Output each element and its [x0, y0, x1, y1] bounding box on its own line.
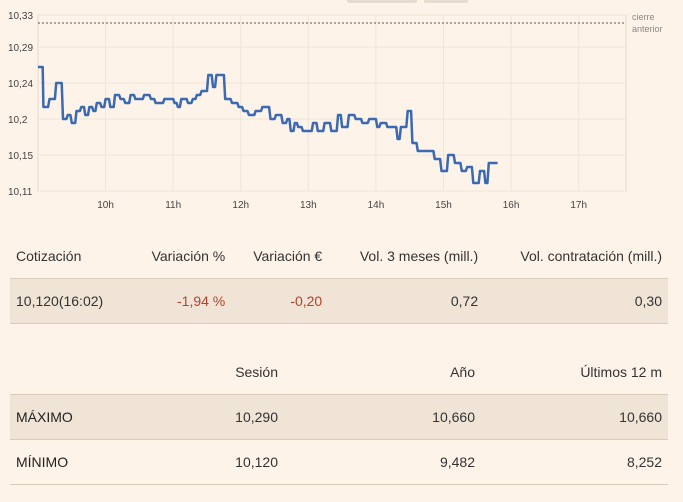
row-maximo: MÁXIMO 10,290 10,660 10,660 — [10, 394, 668, 440]
quote-header-row: Cotización Variación % Variación € Vol. … — [10, 234, 668, 279]
value-variacion-pct: -1,94 % — [128, 278, 232, 324]
header-vol-3-meses: Vol. 3 meses (mill.) — [328, 234, 485, 279]
y-tick-label: 10,11 — [8, 187, 33, 198]
x-tick-label: 14h — [368, 200, 385, 211]
value-variacion-eur: -0,20 — [231, 278, 329, 324]
previous-close-label-2: anterior — [632, 24, 663, 34]
minimo-sesion: 10,120 — [152, 439, 284, 485]
y-tick-label: 10,29 — [8, 43, 33, 54]
top-tabs — [0, 0, 683, 4]
quote-table: Cotización Variación % Variación € Vol. … — [10, 234, 668, 324]
maximo-sesion: 10,290 — [152, 394, 284, 440]
y-tick-label: 10,33 — [8, 11, 33, 22]
x-tick-label: 13h — [300, 200, 317, 211]
header-cotizacion: Cotización — [10, 234, 129, 279]
label-minimo: MÍNIMO — [10, 439, 152, 485]
header-variacion-pct: Variación % — [128, 234, 232, 279]
price-series-line — [38, 65, 498, 185]
quote-values-row: 10,120(16:02) -1,94 % -0,20 0,72 0,30 — [10, 278, 668, 324]
range-tab-right[interactable] — [424, 0, 468, 3]
range-table: Sesión Año Últimos 12 m MÁXIMO 10,290 10… — [10, 350, 668, 485]
header-empty — [10, 350, 152, 395]
x-tick-label: 17h — [570, 200, 587, 211]
range-header-row: Sesión Año Últimos 12 m — [10, 350, 668, 395]
x-tick-label: 15h — [435, 200, 452, 211]
y-tick-label: 10,15 — [8, 151, 33, 162]
price-chart-svg: 10,33 10,29 10,24 10,2 10,15 10,11 10h 11h 12h 13… — [8, 11, 663, 211]
maximo-ano: 10,660 — [284, 394, 481, 440]
label-maximo: MÁXIMO — [10, 394, 152, 440]
value-vol-3-meses: 0,72 — [328, 278, 485, 324]
value-vol-contratacion: 0,30 — [484, 278, 668, 324]
header-ultimos-12m: Últimos 12 m — [481, 350, 668, 395]
row-minimo: MÍNIMO 10,120 9,482 8,252 — [10, 439, 668, 485]
value-cotizacion: 10,120(16:02) — [10, 278, 129, 324]
header-variacion-eur: Variación € — [231, 234, 329, 279]
y-tick-label: 10,24 — [8, 79, 33, 90]
price-chart: 10,33 10,29 10,24 10,2 10,15 10,11 10h 11h 12h 13… — [0, 0, 683, 215]
previous-close-label-1: cierre — [632, 12, 655, 22]
x-tick-label: 16h — [503, 200, 520, 211]
y-tick-label: 10,2 — [8, 115, 28, 126]
maximo-ultimos-12m: 10,660 — [481, 394, 668, 440]
x-tick-label: 12h — [232, 200, 249, 211]
minimo-ultimos-12m: 8,252 — [481, 439, 668, 485]
x-tick-label: 11h — [165, 200, 181, 211]
header-ano: Año — [284, 350, 481, 395]
header-sesion: Sesión — [152, 350, 284, 395]
x-tick-label: 10h — [97, 200, 114, 211]
range-tab-left[interactable] — [347, 0, 417, 3]
plot-area — [37, 14, 627, 192]
header-vol-contratacion: Vol. contratación (mill.) — [484, 234, 668, 279]
minimo-ano: 9,482 — [284, 439, 481, 485]
